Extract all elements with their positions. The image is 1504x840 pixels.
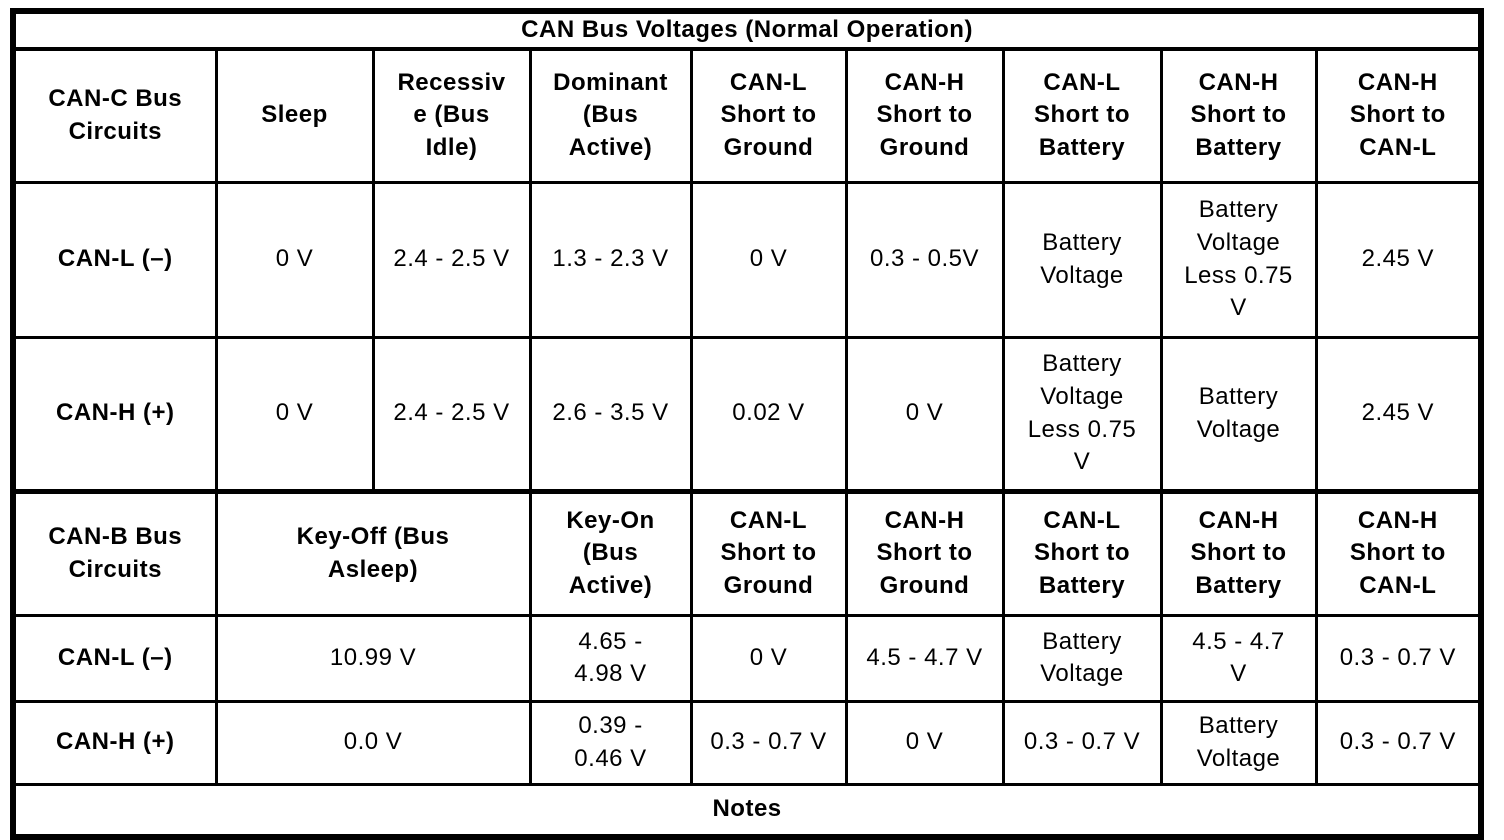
can-c-header-canh-short-canl: CAN-H Short to CAN-L (1314, 47, 1483, 184)
can-b-header-key-on: Key-On (Bus Active) (528, 488, 693, 617)
value-cell: 2.4 - 2.5 V (371, 335, 532, 493)
can-b-header-canh-short-canl: CAN-H Short to CAN-L (1314, 488, 1483, 617)
value-cell: Battery Voltage Less 0.75 V (1001, 335, 1163, 493)
value-cell: 4.5 - 4.7 V (844, 613, 1005, 703)
value-cell: Battery Voltage (1001, 613, 1163, 703)
value-cell: 10.99 V (214, 613, 532, 703)
value-cell: 2.45 V (1314, 180, 1483, 339)
can-c-header-canh-short-battery: CAN-H Short to Battery (1159, 47, 1318, 184)
can-c-row-can-h: CAN-H (+) 0 V 2.4 - 2.5 V 2.6 - 3.5 V 0.… (11, 335, 1483, 493)
notes-label: Notes (11, 782, 1483, 839)
row-label: CAN-L (–) (11, 613, 218, 703)
can-c-header-canh-short-ground: CAN-H Short to Ground (844, 47, 1005, 184)
value-cell: 4.5 - 4.7 V (1159, 613, 1318, 703)
row-label: CAN-L (–) (11, 180, 218, 339)
value-cell: 0 V (844, 335, 1005, 493)
value-cell: 0.0 V (214, 699, 532, 786)
value-cell: 4.65 - 4.98 V (528, 613, 693, 703)
row-label: CAN-H (+) (11, 335, 218, 493)
can-b-header-canl-short-battery: CAN-L Short to Battery (1001, 488, 1163, 617)
value-cell: 0.3 - 0.7 V (1314, 613, 1483, 703)
can-c-header-row: CAN-C Bus Circuits Sleep Recessiv e (Bus… (11, 47, 1483, 184)
can-c-header-canl-short-ground: CAN-L Short to Ground (689, 47, 848, 184)
value-cell: 0 V (844, 699, 1005, 786)
value-cell: 0 V (214, 335, 375, 493)
can-b-header-canl-short-ground: CAN-L Short to Ground (689, 488, 848, 617)
value-cell: 0.39 - 0.46 V (528, 699, 693, 786)
value-cell: 2.45 V (1314, 335, 1483, 493)
can-c-header-circuits: CAN-C Bus Circuits (11, 47, 218, 184)
value-cell: 2.4 - 2.5 V (371, 180, 532, 339)
can-c-header-recessive: Recessiv e (Bus Idle) (371, 47, 532, 184)
value-cell: Battery Voltage (1159, 335, 1318, 493)
can-b-row-can-l: CAN-L (–) 10.99 V 4.65 - 4.98 V 0 V 4.5 … (11, 613, 1483, 703)
can-bus-voltages-table: CAN Bus Voltages (Normal Operation) CAN-… (10, 8, 1485, 840)
can-b-header-circuits: CAN-B Bus Circuits (11, 488, 218, 617)
value-cell: 2.6 - 3.5 V (528, 335, 693, 493)
value-cell: 0 V (689, 180, 848, 339)
value-cell: 0.3 - 0.7 V (1314, 699, 1483, 786)
can-c-row-can-l: CAN-L (–) 0 V 2.4 - 2.5 V 1.3 - 2.3 V 0 … (11, 180, 1483, 339)
table-title-row: CAN Bus Voltages (Normal Operation) (11, 9, 1483, 51)
value-cell: 0.3 - 0.7 V (1001, 699, 1163, 786)
can-c-header-dominant: Dominant (Bus Active) (528, 47, 693, 184)
value-cell: Battery Voltage (1159, 699, 1318, 786)
can-b-header-key-off: Key-Off (Bus Asleep) (214, 488, 532, 617)
value-cell: 0.3 - 0.7 V (689, 699, 848, 786)
value-cell: 0.3 - 0.5V (844, 180, 1005, 339)
can-c-header-sleep: Sleep (214, 47, 375, 184)
table-title: CAN Bus Voltages (Normal Operation) (11, 9, 1483, 51)
value-cell: 0 V (689, 613, 848, 703)
row-label: CAN-H (+) (11, 699, 218, 786)
can-b-header-canh-short-ground: CAN-H Short to Ground (844, 488, 1005, 617)
can-b-row-can-h: CAN-H (+) 0.0 V 0.39 - 0.46 V 0.3 - 0.7 … (11, 699, 1483, 786)
value-cell: 0 V (214, 180, 375, 339)
value-cell: 1.3 - 2.3 V (528, 180, 693, 339)
notes-row: Notes (11, 782, 1483, 839)
can-b-header-canh-short-battery: CAN-H Short to Battery (1159, 488, 1318, 617)
value-cell: Battery Voltage Less 0.75 V (1159, 180, 1318, 339)
can-b-header-row: CAN-B Bus Circuits Key-Off (Bus Asleep) … (11, 488, 1483, 617)
can-c-header-canl-short-battery: CAN-L Short to Battery (1001, 47, 1163, 184)
value-cell: 0.02 V (689, 335, 848, 493)
value-cell: Battery Voltage (1001, 180, 1163, 339)
